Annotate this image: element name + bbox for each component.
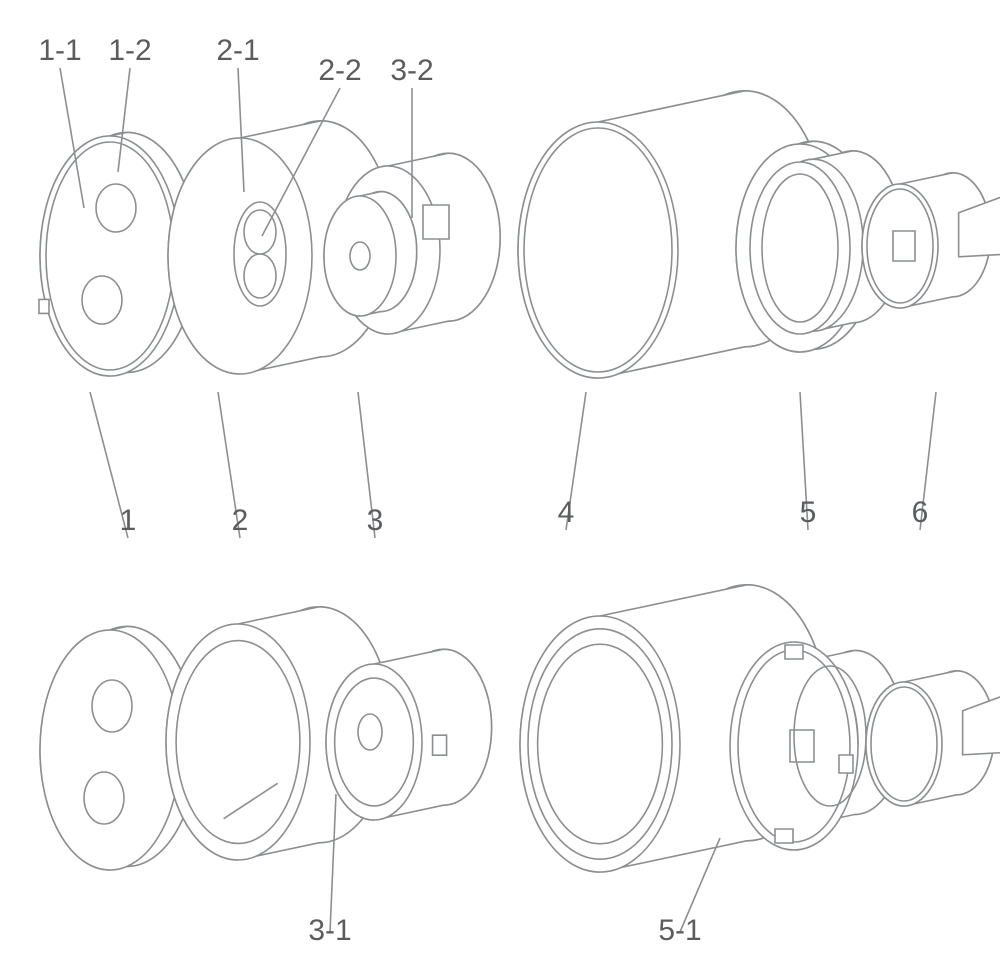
callout-label: 5 (800, 496, 817, 529)
callout-label: 1-2 (108, 34, 151, 67)
callout-label: 6 (912, 496, 929, 529)
shapes-layer (39, 91, 1000, 872)
callout-label: 1-1 (38, 34, 81, 67)
callout-label: 4 (558, 496, 575, 529)
callout-label: 3 (367, 504, 384, 537)
callout-label: 2-1 (216, 34, 259, 67)
diagram-stage: 1-1 1-2 2-1 2-2 3-2 1 2 3 4 5 6 3-1 5-1 (0, 0, 1000, 974)
diagram-svg: 1-1 1-2 2-1 2-2 3-2 1 2 3 4 5 6 3-1 5-1 (0, 0, 1000, 974)
callout-label: 3-1 (308, 914, 351, 947)
callout-label: 2 (232, 504, 249, 537)
callout-label: 2-2 (318, 54, 361, 87)
callout-label: 1 (120, 504, 137, 537)
callout-label: 3-2 (390, 54, 433, 87)
callout-label: 5-1 (658, 914, 701, 947)
